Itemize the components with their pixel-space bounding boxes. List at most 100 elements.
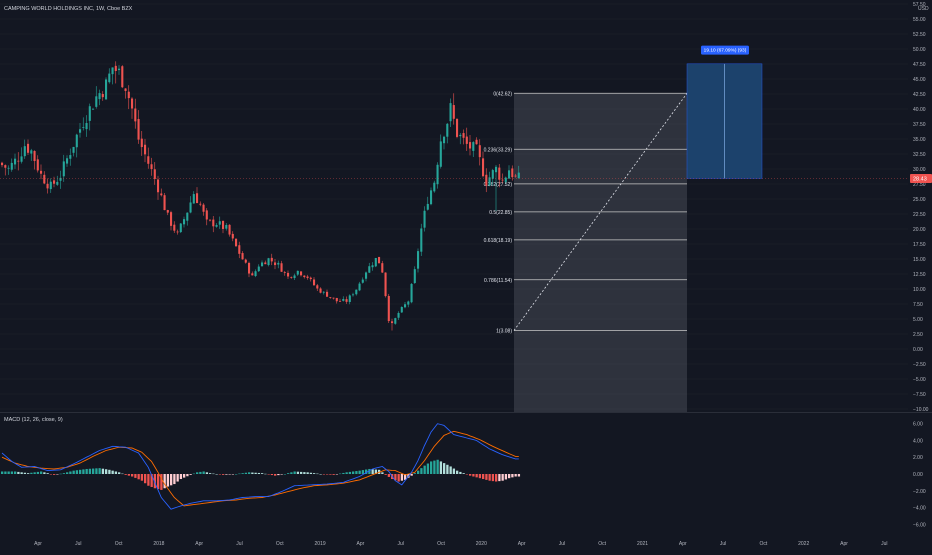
candle-body — [508, 170, 511, 179]
fib-level-label: 0.382(27.52) — [484, 182, 513, 188]
fibonacci-retracement[interactable]: 0(42.62) 0.236(33.29) 0.382(27.52) 0.5(22.8… — [484, 91, 688, 412]
histogram-bar — [140, 474, 144, 481]
candle-body — [371, 265, 374, 268]
histogram-bar — [478, 474, 482, 479]
histogram-bar — [420, 468, 423, 474]
candle-body — [277, 262, 280, 265]
candlestick-series — [1, 61, 520, 331]
candle-body — [472, 142, 475, 151]
candle-body — [27, 143, 30, 153]
candle-body — [407, 301, 410, 305]
histogram-bar — [365, 469, 368, 474]
candle-body — [358, 283, 361, 291]
candle-body — [368, 266, 371, 273]
price-axis[interactable]: 57.50 55.00 52.50 50.00 47.50 45.00 42.50 40.00… — [913, 2, 929, 413]
histogram-bar — [40, 471, 43, 474]
histogram-bar — [387, 474, 391, 477]
time-tick-label: Jul — [75, 541, 81, 547]
histogram-bar — [439, 461, 443, 474]
candle-body — [257, 266, 260, 272]
histogram-bar — [163, 474, 166, 489]
histogram-bar — [488, 474, 491, 481]
histogram-bar — [456, 470, 459, 474]
histogram-bar — [43, 472, 46, 474]
histogram-bar — [410, 474, 413, 476]
candle-body — [293, 275, 296, 279]
histogram-bar — [430, 461, 433, 474]
candle-body — [361, 279, 364, 283]
candle-body — [465, 136, 468, 144]
time-axis[interactable]: Apr Jul Oct 2018 Apr Jul Oct 2019 Apr Jul Oct 2020 A… — [34, 541, 887, 547]
histogram-bar — [436, 459, 439, 474]
candle-body — [17, 160, 20, 162]
price-projection[interactable]: 19.10 (67.09%) (93) — [686, 45, 763, 179]
histogram-bar — [10, 471, 14, 474]
candle-body — [215, 225, 218, 227]
candle-body — [72, 146, 75, 153]
candle-body — [231, 233, 234, 239]
time-tick-label: Oct — [437, 541, 445, 547]
price-tick-label: 52.50 — [913, 32, 926, 38]
histogram-bar — [157, 474, 160, 490]
candle-body — [212, 219, 215, 227]
candle-body — [378, 256, 381, 264]
histogram-bar — [166, 474, 170, 487]
fib-background — [514, 93, 687, 412]
histogram-bar — [368, 468, 371, 474]
time-tick-label: Apr — [840, 541, 848, 547]
histogram-bar — [121, 473, 124, 475]
candle-body — [430, 190, 433, 205]
histogram-bar — [92, 468, 95, 474]
histogram-bar — [23, 472, 27, 474]
histogram-bar — [118, 472, 121, 474]
candle-body — [374, 257, 377, 267]
histogram-bar — [342, 472, 345, 474]
histogram-bar — [150, 474, 153, 487]
candle-body — [423, 210, 426, 228]
candle-body — [59, 177, 62, 181]
candle-body — [163, 195, 166, 211]
histogram-bar — [238, 473, 241, 475]
histogram-bar — [426, 463, 430, 474]
candle-body — [485, 174, 488, 186]
macd-tick-label: −6.00 — [913, 522, 926, 528]
price-tick-label: 17.50 — [913, 242, 926, 248]
histogram-bar — [199, 471, 202, 474]
histogram-bar — [300, 471, 303, 474]
candle-body — [228, 224, 231, 235]
candle-body — [114, 65, 117, 71]
histogram-bar — [179, 474, 183, 480]
candle-body — [147, 156, 150, 164]
candle-body — [264, 262, 267, 265]
histogram-bar — [49, 474, 53, 475]
histogram-bar — [241, 473, 244, 474]
histogram-bar — [105, 469, 108, 474]
candle-body — [176, 231, 179, 233]
candle-body — [40, 170, 43, 174]
histogram-bar — [222, 474, 225, 475]
candle-body — [127, 91, 130, 99]
time-tick-label: Oct — [598, 541, 606, 547]
histogram-bar — [371, 469, 374, 474]
histogram-bar — [82, 469, 85, 474]
candle-body — [348, 295, 351, 302]
candle-body — [202, 204, 205, 212]
histogram-bar — [485, 474, 488, 480]
macd-axis[interactable]: 6.00 4.00 2.00 0.00 −2.00 −4.00 −6.00 — [913, 422, 926, 529]
candle-body — [186, 212, 189, 221]
histogram-bar — [160, 474, 163, 490]
candle-body — [313, 279, 316, 286]
histogram-bar — [287, 473, 290, 474]
candle-body — [394, 318, 397, 324]
candle-body — [88, 106, 91, 121]
currency-label: USD — [918, 6, 929, 12]
candle-body — [381, 263, 384, 273]
fib-trend-line[interactable] — [513, 93, 688, 331]
candle-body — [244, 259, 247, 263]
histogram-bar — [329, 474, 332, 475]
histogram-bar — [277, 474, 280, 476]
histogram-bar — [98, 468, 101, 474]
time-tick-label: Jul — [559, 541, 565, 547]
